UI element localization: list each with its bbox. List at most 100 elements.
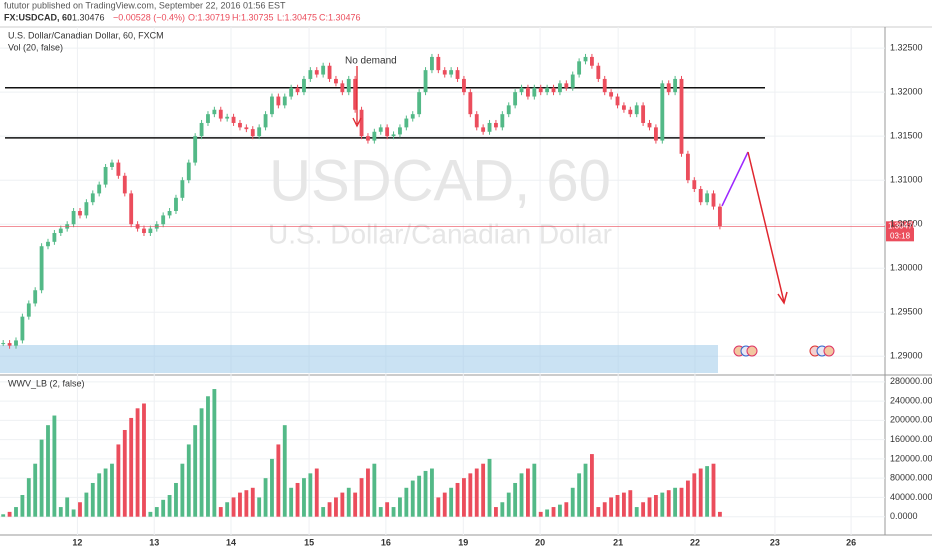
candle	[577, 61, 582, 75]
candle	[551, 87, 556, 93]
bar	[653, 495, 658, 517]
y-tick-label: 280000.0000	[890, 376, 932, 386]
last-price-label: 1.30476	[888, 221, 917, 230]
candle	[71, 211, 76, 225]
bar	[545, 509, 550, 517]
bar	[378, 507, 383, 517]
candle	[314, 70, 319, 75]
bar	[455, 482, 460, 517]
candle	[545, 87, 550, 93]
symbol: FX:USDCAD, 60	[4, 12, 72, 22]
bar	[506, 492, 511, 517]
bar	[161, 499, 166, 517]
y-tick-label: 1.30000	[890, 263, 923, 273]
candle	[526, 87, 530, 97]
last: 1.30476	[72, 12, 105, 22]
candle	[174, 197, 178, 212]
candle	[257, 127, 262, 137]
publisher: fututor published on TradingView.com, Se…	[4, 0, 286, 10]
bar	[551, 507, 556, 517]
candle	[289, 87, 294, 97]
candle	[295, 87, 300, 93]
bar	[142, 403, 146, 517]
candle	[628, 109, 633, 115]
candle	[20, 316, 25, 341]
bar	[666, 490, 671, 517]
bar	[647, 497, 652, 517]
candle	[391, 134, 396, 137]
event-icons	[733, 345, 835, 357]
candle	[231, 116, 236, 123]
candle	[519, 87, 524, 93]
bar	[398, 497, 402, 517]
projection-up	[721, 151, 749, 207]
bar	[129, 417, 134, 517]
y-tick-label: 1.29500	[890, 307, 923, 317]
bar	[423, 470, 428, 517]
chart-title: U.S. Dollar/Canadian Dollar, 60, FXCM	[8, 30, 164, 40]
watermark: USDCAD, 60	[269, 148, 611, 213]
bar	[167, 495, 172, 517]
candle	[238, 122, 242, 128]
candle	[340, 83, 345, 93]
x-tick-label: 21	[613, 537, 623, 547]
x-tick-label: 23	[770, 537, 780, 547]
candle	[122, 175, 127, 194]
candle	[430, 56, 434, 71]
bar	[270, 458, 274, 517]
bar	[225, 502, 230, 517]
candle	[513, 92, 518, 106]
candle	[167, 211, 172, 216]
candle	[353, 78, 358, 110]
bar	[513, 482, 518, 517]
bar	[263, 478, 268, 517]
candle	[647, 122, 652, 128]
candle	[7, 343, 12, 346]
bar	[673, 487, 678, 517]
bar	[116, 444, 121, 517]
bar	[180, 463, 185, 517]
watermark-sub: U.S. Dollar/Canadian Dollar	[268, 218, 612, 249]
candle	[302, 78, 306, 93]
bar	[314, 468, 319, 517]
candle	[615, 96, 620, 106]
bar	[327, 502, 332, 517]
candle	[538, 87, 543, 93]
candle	[366, 136, 370, 141]
projection-arrowhead	[777, 291, 788, 305]
candle	[558, 83, 562, 93]
bar	[58, 507, 63, 517]
candle	[494, 122, 498, 128]
low: L:1.30475	[277, 12, 317, 22]
x-tick-label: 22	[690, 537, 700, 547]
candle	[263, 114, 268, 128]
candle	[634, 105, 639, 115]
candle	[487, 122, 492, 132]
y-tick-label: 1.32500	[890, 43, 923, 53]
bar	[391, 507, 396, 517]
candle	[116, 162, 121, 176]
candle	[225, 116, 230, 119]
candle	[199, 122, 204, 137]
candle	[609, 92, 614, 97]
candle	[327, 65, 332, 79]
bar	[97, 473, 102, 517]
candle	[442, 70, 447, 75]
indicator-title: WWV_LB (2, false)	[8, 378, 85, 388]
candle	[1, 343, 6, 345]
bar	[679, 487, 684, 517]
bar	[148, 511, 153, 517]
candle	[423, 70, 428, 93]
x-tick-label: 15	[304, 537, 314, 547]
candle	[90, 193, 95, 203]
bar	[660, 492, 665, 517]
bar	[711, 463, 716, 517]
bar	[430, 468, 434, 517]
bar	[558, 504, 562, 517]
bar	[154, 507, 159, 517]
bar	[14, 507, 18, 517]
y-tick-label: 40000.0000	[890, 492, 932, 502]
candle	[449, 70, 454, 75]
grid	[0, 27, 885, 535]
bar	[519, 473, 524, 517]
